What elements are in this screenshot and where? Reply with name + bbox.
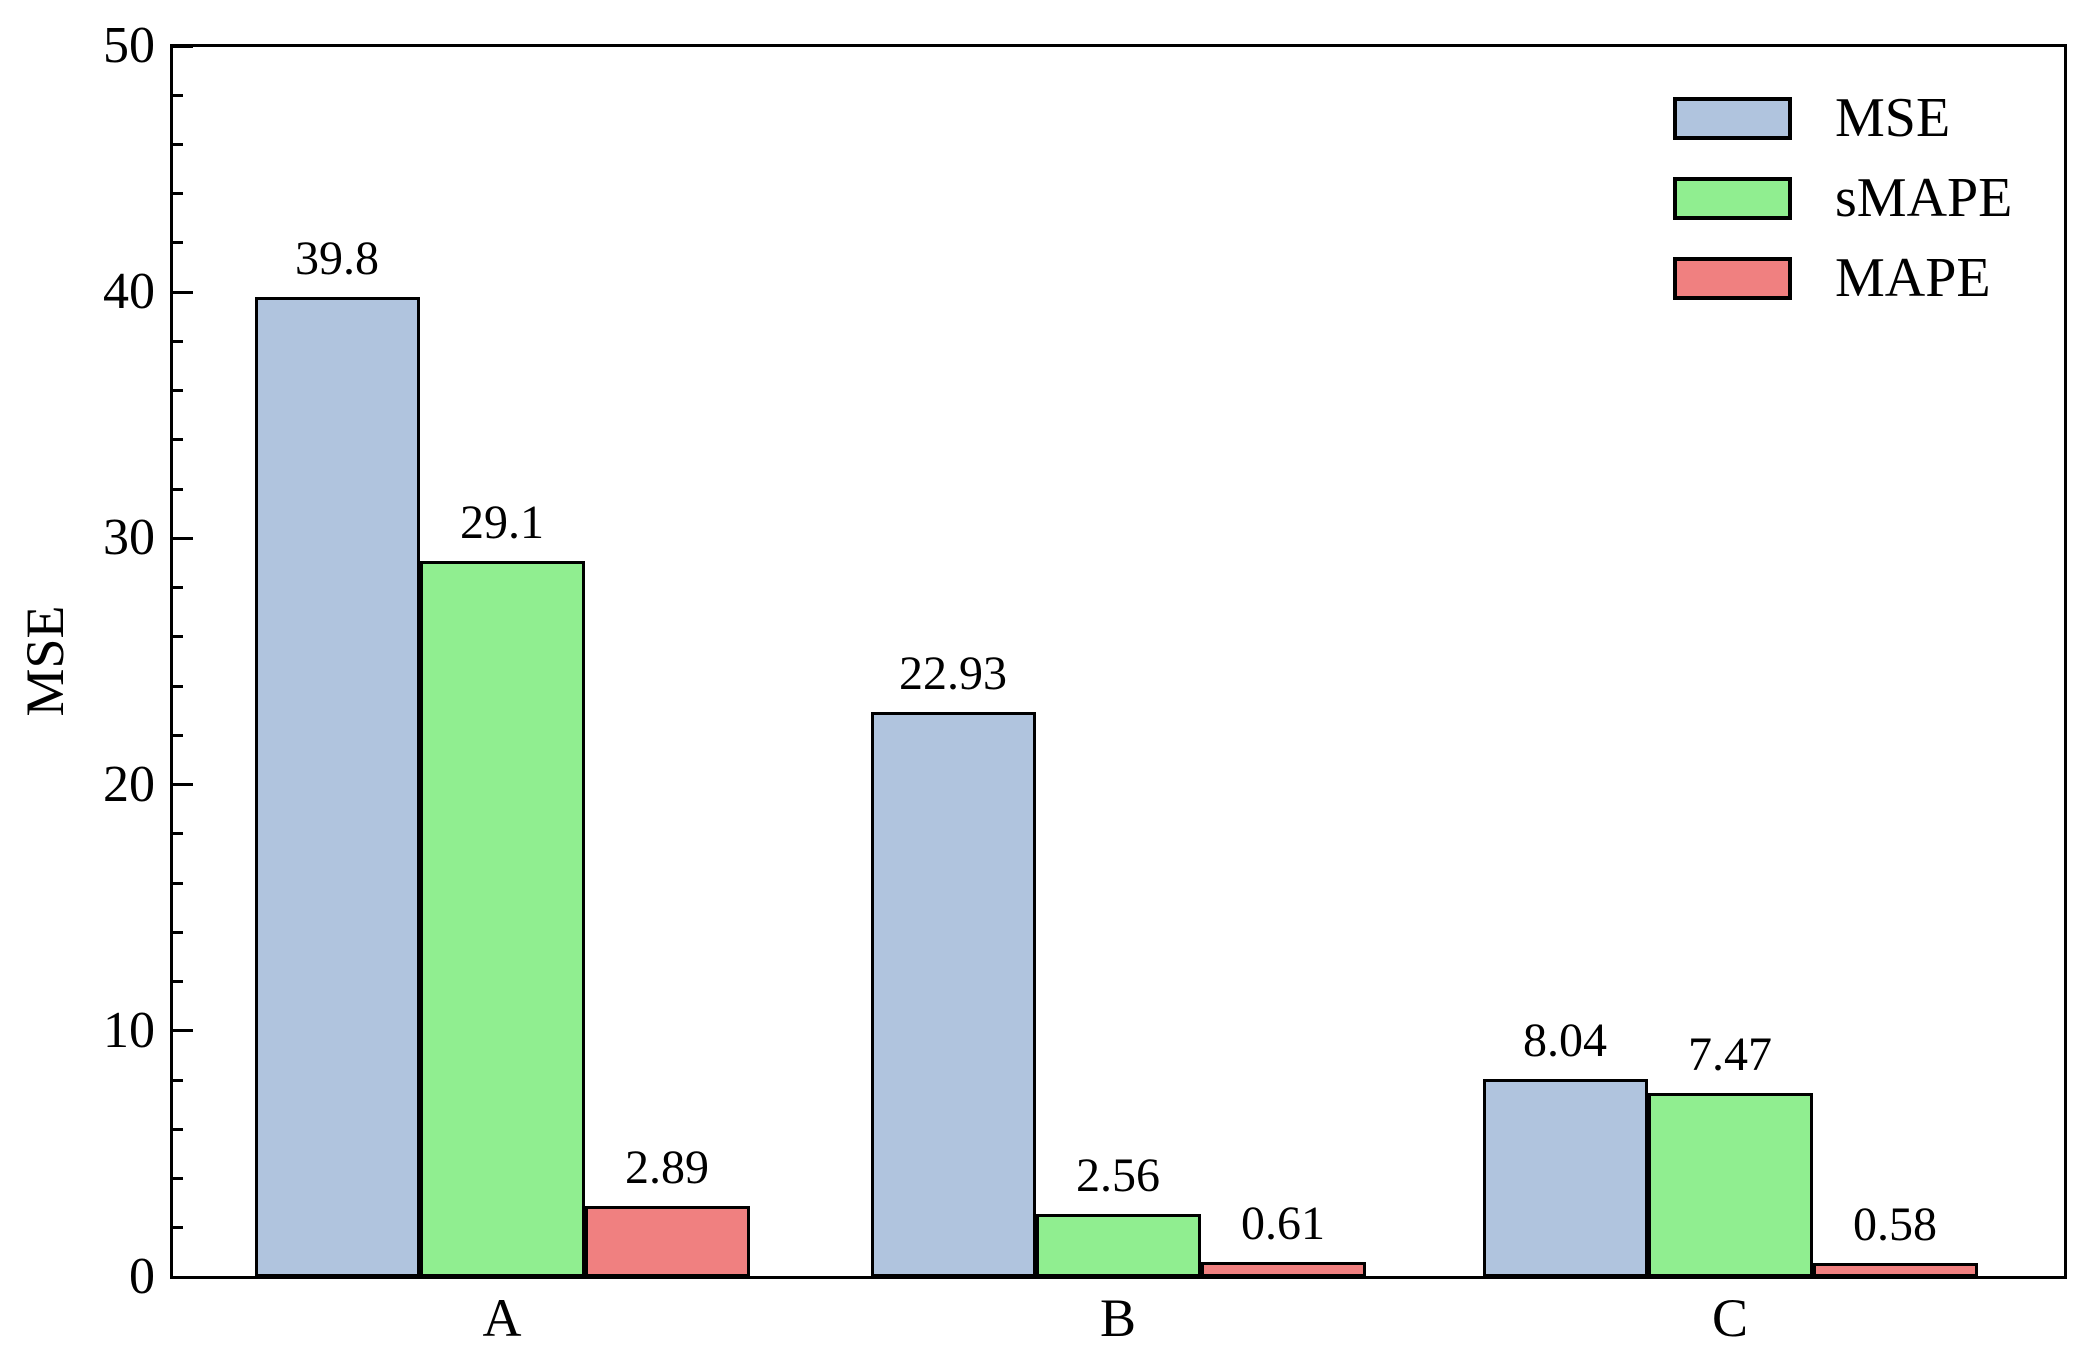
x-category-label: B bbox=[1099, 1288, 1137, 1348]
bar-C-sMAPE bbox=[1647, 1093, 1813, 1277]
y-major-tick bbox=[173, 783, 193, 787]
y-tick-label: 40 bbox=[103, 263, 155, 321]
y-minor-tick bbox=[173, 487, 183, 491]
y-minor-tick bbox=[173, 930, 183, 934]
bar-B-sMAPE bbox=[1035, 1213, 1201, 1277]
plot-area bbox=[170, 44, 2067, 1279]
legend-item-mse: MSE bbox=[1673, 87, 2012, 149]
y-axis-title: MSE bbox=[15, 605, 75, 717]
y-minor-tick bbox=[173, 586, 183, 590]
y-minor-tick bbox=[173, 684, 183, 688]
y-major-tick bbox=[173, 1275, 193, 1279]
y-tick-label: 30 bbox=[103, 509, 155, 567]
x-category-label: A bbox=[482, 1288, 522, 1348]
y-major-tick bbox=[173, 44, 193, 48]
bar-value-label: 8.04 bbox=[1523, 1014, 1607, 1068]
y-minor-tick bbox=[173, 192, 183, 196]
legend-label-smape: sMAPE bbox=[1835, 167, 2013, 229]
y-minor-tick bbox=[173, 142, 183, 146]
y-minor-tick bbox=[173, 438, 183, 442]
legend-swatch-smape bbox=[1673, 177, 1792, 220]
legend-label-mse: MSE bbox=[1835, 87, 1951, 149]
y-tick-label: 50 bbox=[103, 17, 155, 74]
y-tick-label: 0 bbox=[129, 1248, 155, 1305]
y-tick-label: 20 bbox=[103, 755, 155, 813]
legend: MSE sMAPE MAPE bbox=[1673, 87, 2013, 337]
y-minor-tick bbox=[173, 1127, 183, 1131]
y-major-tick bbox=[173, 1029, 193, 1033]
bar-B-MSE bbox=[870, 712, 1036, 1277]
bar-value-label: 2.89 bbox=[625, 1140, 709, 1194]
legend-item-smape: sMAPE bbox=[1673, 167, 2013, 229]
y-major-tick bbox=[173, 536, 193, 540]
y-minor-tick bbox=[173, 881, 183, 885]
x-category-label: C bbox=[1711, 1288, 1749, 1348]
bar-value-label: 7.47 bbox=[1688, 1028, 1772, 1082]
bar-B-MAPE bbox=[1200, 1261, 1366, 1277]
y-minor-tick bbox=[173, 832, 183, 836]
y-minor-tick bbox=[173, 389, 183, 393]
y-minor-tick bbox=[173, 1177, 183, 1181]
y-minor-tick bbox=[173, 635, 183, 639]
bar-C-MAPE bbox=[1812, 1262, 1978, 1277]
legend-item-mape: MAPE bbox=[1673, 247, 2012, 309]
legend-swatch-mse bbox=[1673, 97, 1792, 140]
y-minor-tick bbox=[173, 93, 183, 97]
bar-A-sMAPE bbox=[419, 560, 585, 1277]
bar-A-MAPE bbox=[584, 1205, 750, 1277]
bar-value-label: 0.61 bbox=[1241, 1196, 1325, 1250]
y-tick-label: 10 bbox=[103, 1001, 155, 1059]
bar-value-label: 39.8 bbox=[295, 232, 379, 286]
bar-C-MSE bbox=[1482, 1079, 1648, 1277]
legend-swatch-mape bbox=[1673, 257, 1792, 300]
bar-A-MSE bbox=[254, 297, 420, 1277]
y-minor-tick bbox=[173, 980, 183, 984]
y-minor-tick bbox=[173, 241, 183, 245]
y-minor-tick bbox=[173, 1078, 183, 1082]
bar-value-label: 0.58 bbox=[1853, 1197, 1937, 1251]
y-minor-tick bbox=[173, 733, 183, 737]
y-minor-tick bbox=[173, 339, 183, 343]
y-minor-tick bbox=[173, 1226, 183, 1230]
legend-label-mape: MAPE bbox=[1835, 247, 1991, 309]
bar-value-label: 29.1 bbox=[460, 495, 544, 549]
bar-value-label: 22.93 bbox=[899, 647, 1007, 701]
y-major-tick bbox=[173, 290, 193, 294]
bar-value-label: 2.56 bbox=[1076, 1148, 1160, 1202]
